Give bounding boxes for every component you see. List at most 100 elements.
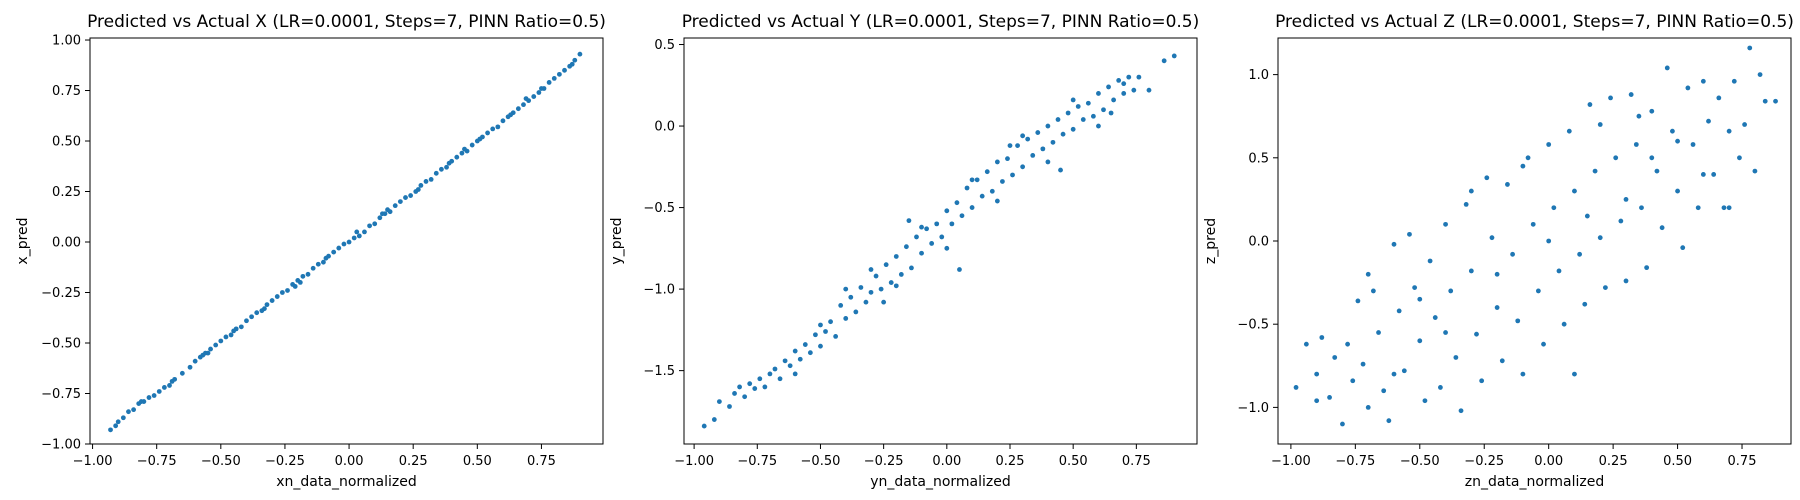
data-point xyxy=(297,280,303,285)
data-point xyxy=(868,267,874,272)
data-point xyxy=(1080,117,1086,122)
data-point xyxy=(218,338,224,344)
data-point xyxy=(423,179,429,184)
data-point xyxy=(1636,113,1642,119)
data-point xyxy=(959,213,965,219)
data-point xyxy=(1108,110,1114,116)
y-tick-label: 0.50 xyxy=(52,135,81,150)
chart-title: Predicted vs Actual Y (LR=0.0001, Steps=… xyxy=(682,12,1200,32)
x-tick-label: −0.25 xyxy=(864,454,904,469)
data-point xyxy=(546,80,552,85)
data-point xyxy=(737,384,742,390)
data-point xyxy=(254,310,260,316)
data-point xyxy=(200,352,206,358)
x-tick-label: 0.00 xyxy=(932,454,961,469)
data-point xyxy=(833,333,839,339)
data-point xyxy=(1030,152,1036,158)
data-point xyxy=(1639,205,1644,211)
data-point xyxy=(1530,221,1536,227)
data-point xyxy=(1075,104,1081,109)
data-point xyxy=(757,376,763,382)
data-point xyxy=(772,366,778,372)
data-point xyxy=(444,164,449,170)
data-point xyxy=(1045,123,1051,129)
y-tick-label: 0.0 xyxy=(654,120,675,135)
data-point xyxy=(1035,130,1041,135)
data-point xyxy=(1458,408,1464,414)
data-point xyxy=(523,96,529,101)
x-tick-label: 0.50 xyxy=(1663,454,1692,469)
data-point xyxy=(495,124,501,130)
data-point xyxy=(1597,235,1603,241)
data-point xyxy=(1085,100,1091,106)
data-point xyxy=(1479,378,1485,384)
data-point xyxy=(562,67,567,73)
data-point xyxy=(1752,168,1758,174)
x-tick-label: −0.25 xyxy=(1464,454,1504,469)
subplot-z: Predicted vs Actual Z (LR=0.0001, Steps=… xyxy=(1203,12,1794,490)
data-point xyxy=(792,371,798,377)
data-point xyxy=(1690,142,1696,147)
data-point xyxy=(1474,331,1479,337)
data-point xyxy=(919,250,924,256)
x-tick-label: −0.50 xyxy=(801,454,841,469)
data-point xyxy=(1670,128,1675,134)
data-point xyxy=(269,298,275,303)
data-point xyxy=(120,415,126,421)
data-point xyxy=(415,187,421,192)
data-point xyxy=(1443,330,1448,335)
data-point xyxy=(372,221,378,227)
data-point xyxy=(843,316,849,321)
data-point xyxy=(954,200,960,206)
data-point xyxy=(169,378,175,384)
data-point xyxy=(969,205,975,210)
data-point xyxy=(818,343,823,349)
data-point xyxy=(1126,74,1132,80)
data-point xyxy=(1757,72,1763,78)
data-point xyxy=(1680,245,1686,251)
data-point xyxy=(1468,268,1474,274)
x-tick-label: −0.75 xyxy=(137,454,177,469)
data-point xyxy=(858,285,864,290)
data-point xyxy=(228,332,234,338)
data-point xyxy=(556,71,562,77)
data-point xyxy=(1020,164,1026,170)
data-point xyxy=(1293,385,1299,390)
data-point xyxy=(1731,78,1737,84)
data-point xyxy=(508,112,514,118)
data-point xyxy=(459,150,465,156)
data-point xyxy=(408,193,414,198)
data-point xyxy=(1391,241,1397,247)
data-point xyxy=(231,328,237,334)
data-point xyxy=(1412,285,1418,290)
data-point xyxy=(792,348,798,354)
data-point xyxy=(1463,201,1469,207)
data-point xyxy=(716,399,722,405)
data-point xyxy=(1314,398,1320,404)
data-point xyxy=(156,389,162,394)
data-point xyxy=(1494,305,1500,310)
data-point xyxy=(1584,213,1590,219)
data-point xyxy=(485,130,490,136)
data-point xyxy=(1381,388,1387,394)
data-point xyxy=(192,358,198,364)
data-point xyxy=(115,419,121,425)
data-point xyxy=(126,409,131,415)
data-point xyxy=(131,407,137,413)
data-point xyxy=(1551,205,1557,211)
data-point xyxy=(1096,123,1101,129)
data-point xyxy=(1025,136,1031,142)
data-point xyxy=(385,207,390,213)
data-point xyxy=(1096,91,1101,96)
data-point xyxy=(924,226,930,232)
data-point xyxy=(1489,235,1495,241)
data-point xyxy=(179,370,185,376)
data-point xyxy=(572,57,578,63)
data-point xyxy=(1050,139,1056,145)
data-point xyxy=(1070,126,1076,132)
data-point xyxy=(187,364,193,370)
data-point xyxy=(536,90,542,95)
data-point xyxy=(732,391,737,396)
data-point xyxy=(782,358,788,364)
data-point xyxy=(1332,355,1338,360)
